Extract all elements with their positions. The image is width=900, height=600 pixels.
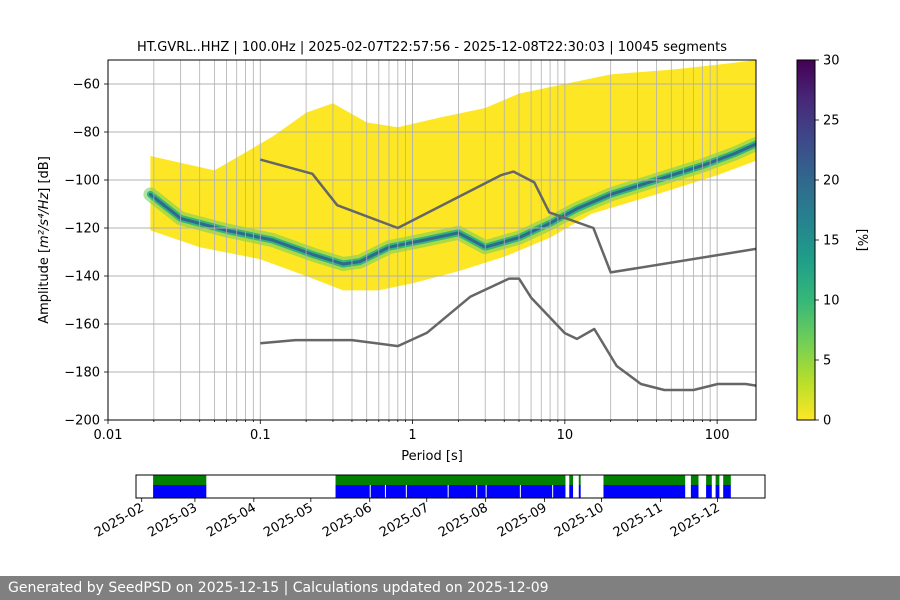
y-tick-label: −160 <box>64 318 100 333</box>
processed-segment <box>569 475 574 485</box>
timeline-tick-label: 2025-03 <box>145 500 200 540</box>
processed-segment <box>153 475 207 485</box>
colorbar-tick-label: 0 <box>823 414 831 429</box>
y-tick-label: −200 <box>64 414 100 429</box>
timeline-tick-label: 2025-04 <box>204 500 259 540</box>
density-heatmap <box>143 60 756 291</box>
timeline-tick-label: 2025-06 <box>320 500 375 540</box>
data-gap <box>485 485 487 498</box>
processed-segment <box>335 475 566 485</box>
colorbar-tick-label: 5 <box>823 354 831 369</box>
colorbar-gradient <box>796 59 816 421</box>
x-tick-label: 10 <box>557 428 574 443</box>
chart-title: HT.GVRL..HHZ | 100.0Hz | 2025-02-07T22:5… <box>137 40 727 55</box>
data-segment <box>335 485 566 498</box>
timeline-tick-label: 2025-10 <box>552 500 607 540</box>
y-tick-label: −60 <box>73 78 100 93</box>
processed-segment <box>578 475 581 485</box>
y-axis-label: Amplitude [m²/s⁴/Hz] [dB] <box>37 156 52 324</box>
data-segment <box>723 485 731 498</box>
data-segment <box>603 485 686 498</box>
data-segment <box>569 485 574 498</box>
data-gap <box>384 485 386 498</box>
y-tick-label: −80 <box>73 126 100 141</box>
x-tick-label: 0.1 <box>250 428 271 443</box>
data-gap <box>447 485 449 498</box>
footer-bar: Generated by SeedPSD on 2025-12-15 | Cal… <box>0 576 900 600</box>
data-gap <box>476 485 478 498</box>
data-segment <box>715 485 720 498</box>
data-gap <box>369 485 371 498</box>
processed-segment <box>603 475 686 485</box>
colorbar-tick-label: 15 <box>823 234 840 249</box>
colorbar-ticks: 0 5 10 15 20 25 30 <box>815 54 840 429</box>
colorbar-tick-label: 25 <box>823 114 840 129</box>
x-tick-label: 0.01 <box>94 428 123 443</box>
timeline-frame <box>135 474 766 499</box>
timeline-tick-label: 2025-07 <box>377 500 432 540</box>
colorbar-tick-label: 10 <box>823 294 840 309</box>
data-segment <box>690 485 699 498</box>
processed-segment <box>706 475 712 485</box>
x-axis-label: Period [s] <box>401 449 463 464</box>
data-segment <box>706 485 712 498</box>
timeline-segments <box>153 475 731 498</box>
y-axis: −60 −80 −100 −120 −140 −160 −180 −200 <box>64 78 108 429</box>
y-tick-label: −180 <box>64 366 100 381</box>
timeline-tick-label: 2025-08 <box>436 500 491 540</box>
x-tick-label: 100 <box>705 428 730 443</box>
timeline-tick-label: 2025-09 <box>495 500 550 540</box>
x-tick-label: 1 <box>408 428 416 443</box>
timeline-tick-label: 2025-12 <box>668 500 723 540</box>
plot-frame <box>107 59 757 421</box>
data-segment <box>578 485 581 498</box>
colorbar-label: [%] <box>854 229 869 252</box>
noise-models <box>259 158 756 392</box>
data-gap <box>552 485 554 498</box>
timeline-tick-label: 2025-05 <box>261 500 316 540</box>
data-gap <box>405 485 407 498</box>
timeline-tick-label: 2025-11 <box>611 500 666 540</box>
distribution-band <box>150 60 756 291</box>
timeline-tick-label: 2025-02 <box>92 500 147 540</box>
y-tick-label: −100 <box>64 174 100 189</box>
y-tick-label: −140 <box>64 270 100 285</box>
processed-segment <box>690 475 699 485</box>
processed-segment <box>715 475 720 485</box>
nlnm-curve <box>260 277 756 392</box>
nhnm-curve <box>259 158 756 274</box>
processed-segment <box>723 475 731 485</box>
colorbar: 0 5 10 15 20 25 30 [%] <box>796 54 869 429</box>
x-axis: 0.01 0.1 1 10 100 <box>94 420 730 443</box>
figure: HT.GVRL..HHZ | 100.0Hz | 2025-02-07T22:5… <box>37 40 869 541</box>
footer-text: Generated by SeedPSD on 2025-12-15 | Cal… <box>8 580 549 596</box>
data-gap <box>519 485 521 498</box>
data-segment <box>153 485 207 498</box>
y-tick-label: −120 <box>64 222 100 237</box>
colorbar-tick-label: 30 <box>823 54 840 69</box>
colorbar-tick-label: 20 <box>823 174 840 189</box>
psd-chart: HT.GVRL..HHZ | 100.0Hz | 2025-02-07T22:5… <box>37 40 757 464</box>
